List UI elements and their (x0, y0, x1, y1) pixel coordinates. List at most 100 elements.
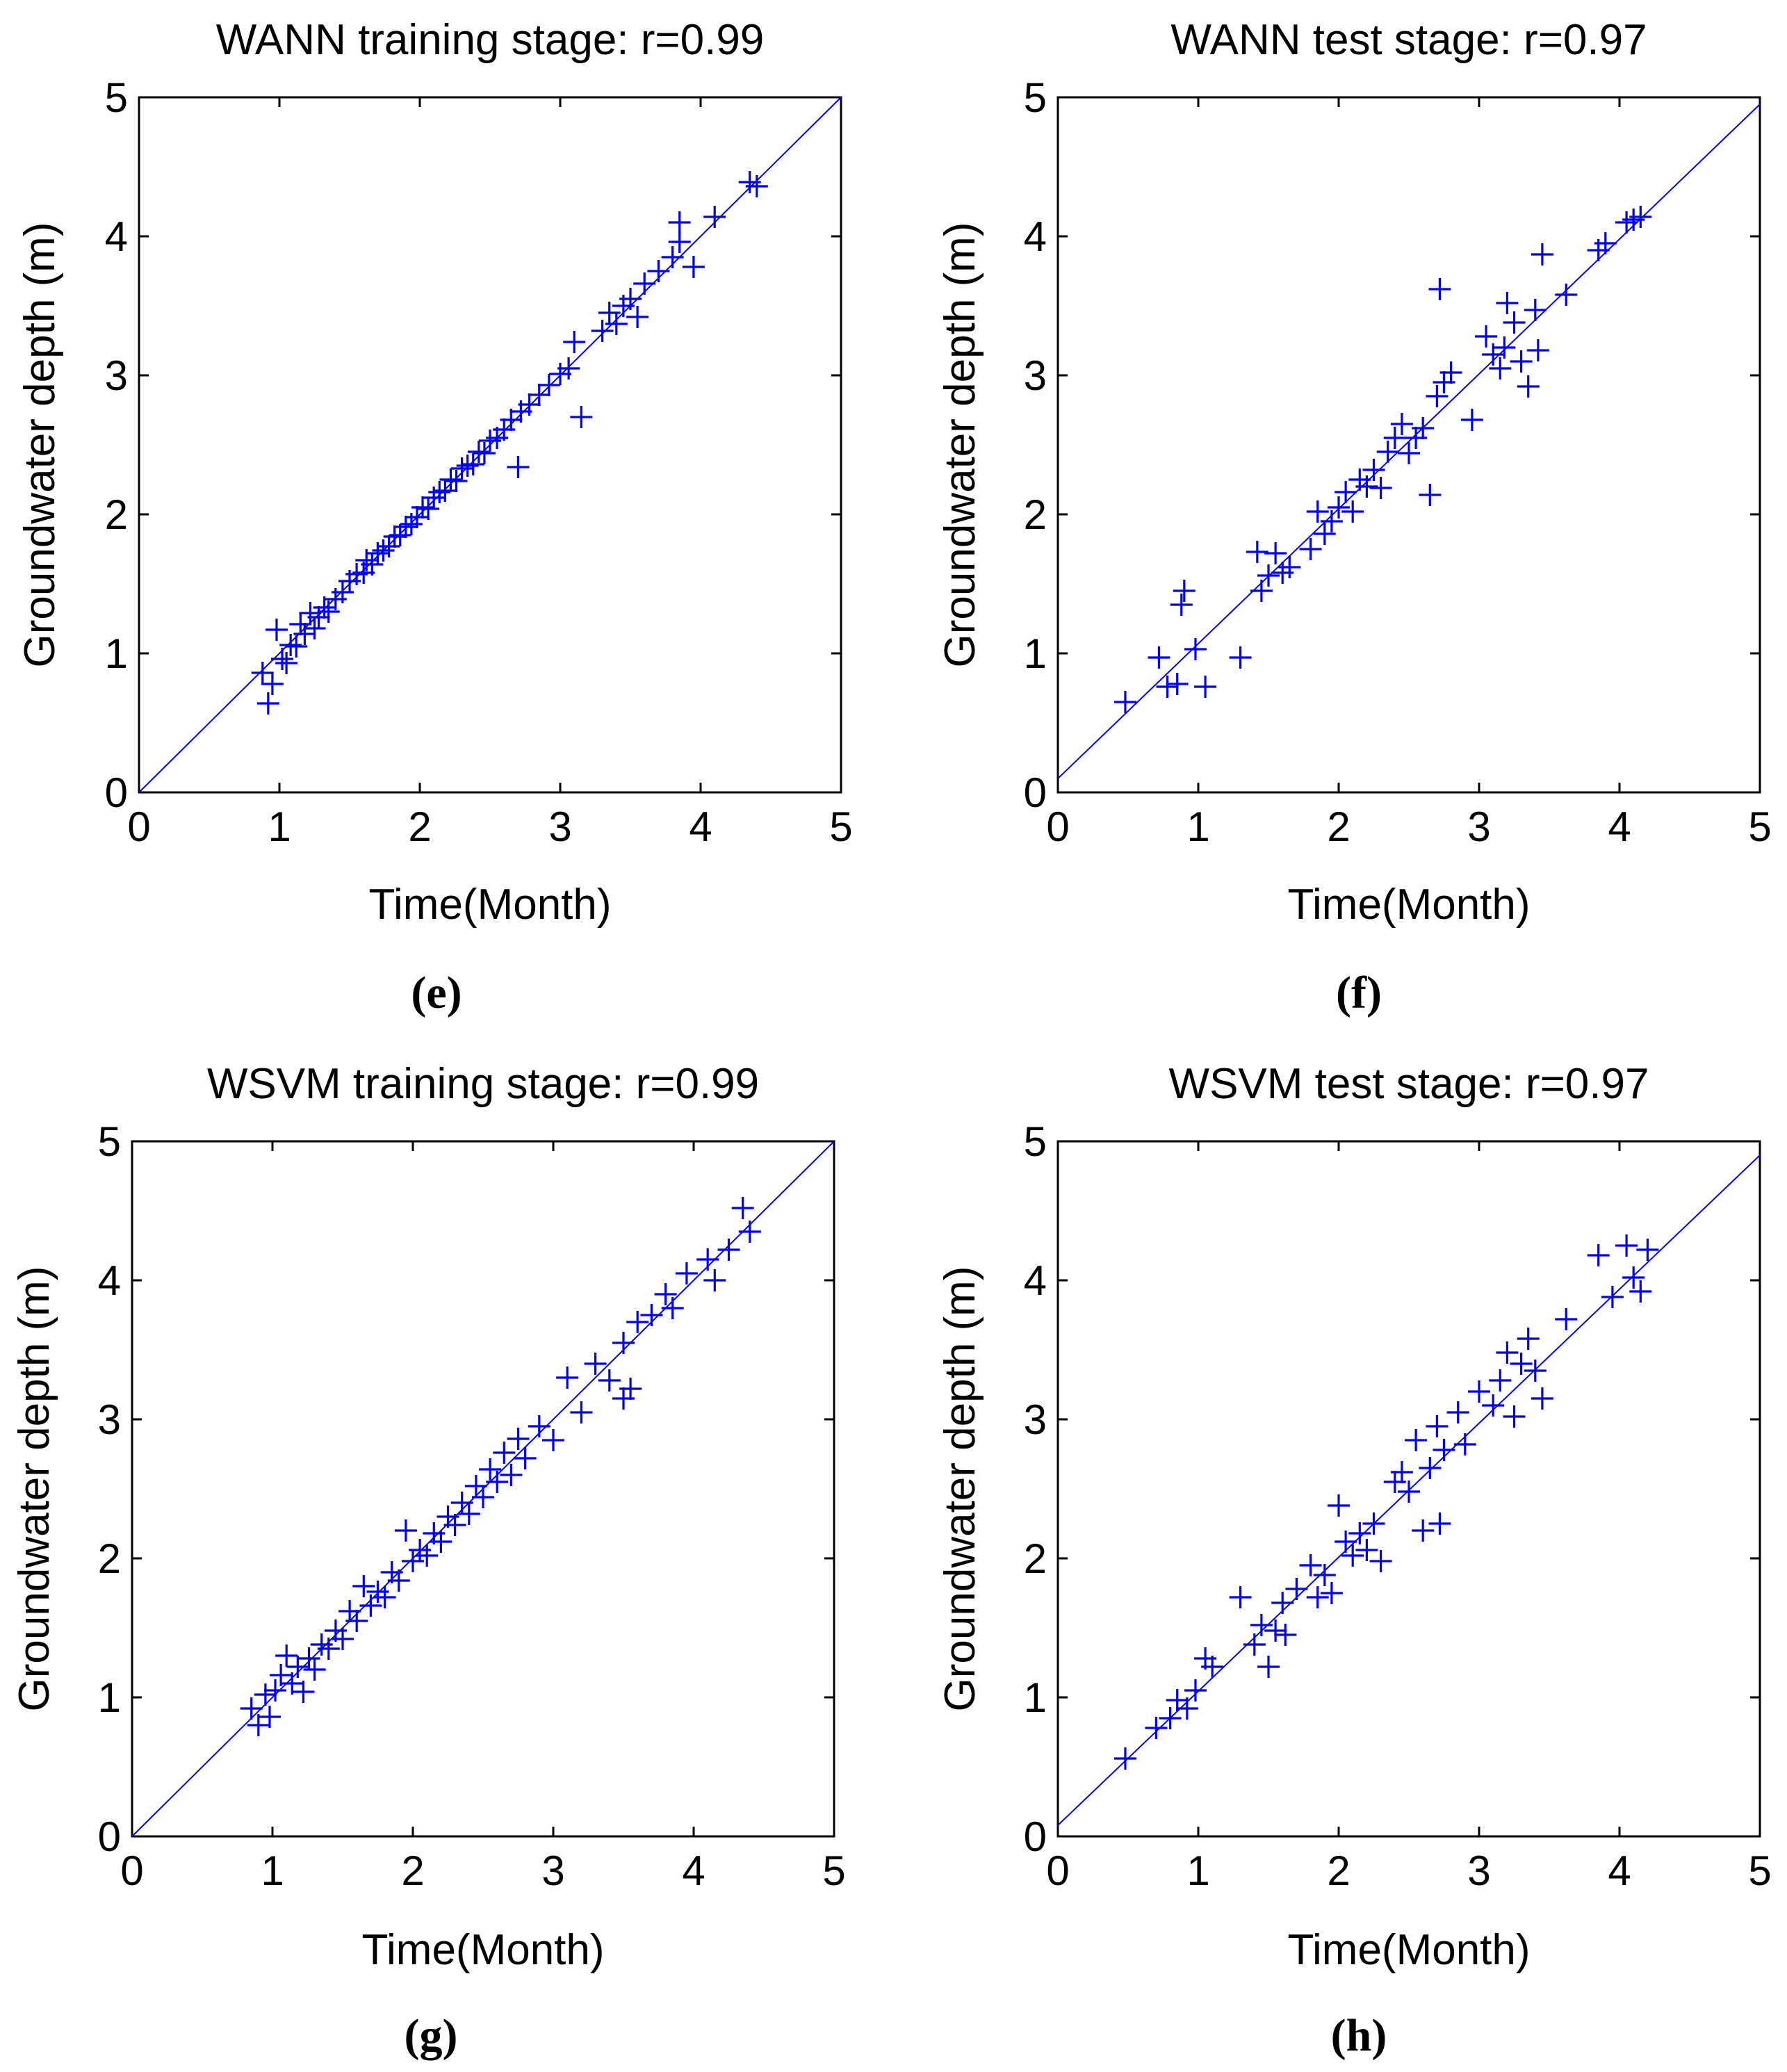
data-point (570, 1401, 593, 1424)
x-tick-labels: 0 1 2 3 4 5 (1046, 803, 1771, 850)
data-point (1493, 336, 1516, 359)
data-point (317, 1638, 340, 1660)
data-point (1341, 1544, 1364, 1567)
data-point (1526, 339, 1549, 361)
data-point (703, 1269, 726, 1291)
data-point (1376, 441, 1399, 463)
data-point (473, 442, 496, 464)
chart-title: WANN training stage: r=0.99 (216, 16, 765, 64)
data-point (528, 1415, 550, 1437)
y-tick-label: 5 (1024, 74, 1047, 121)
data-point (633, 272, 656, 295)
data-point (1170, 594, 1193, 616)
data-point (1299, 1554, 1322, 1576)
data-point (542, 1429, 564, 1451)
y-tick-label: 2 (1024, 1535, 1047, 1582)
panel-e: WANN training stage: r=0.99 0 1 2 3 4 5 0 1 2 3 4… (16, 16, 853, 1018)
y-axis-label: Groundwater depth (m) (936, 1266, 984, 1712)
chart-title: WANN test stage: r=0.97 (1170, 16, 1647, 64)
data-point (1475, 325, 1498, 348)
data-point (1320, 510, 1343, 532)
data-point (696, 1248, 719, 1271)
panel-label: (e) (411, 968, 462, 1018)
data-point (1496, 1341, 1519, 1364)
x-tick-label: 2 (1327, 1847, 1350, 1894)
data-point (423, 487, 446, 509)
data-point (570, 406, 593, 428)
data-point (1383, 427, 1406, 449)
data-point (1398, 1480, 1420, 1503)
x-tick-label: 5 (829, 803, 852, 850)
data-point (1156, 676, 1179, 698)
data-point (303, 1658, 326, 1681)
data-point (286, 1656, 309, 1678)
y-tick-label: 0 (1024, 769, 1047, 816)
data-point (443, 1514, 466, 1536)
x-tick-label: 2 (1327, 803, 1350, 850)
data-point (275, 1645, 298, 1667)
data-point (1299, 538, 1322, 560)
data-point (472, 1486, 494, 1508)
data-point (1201, 1656, 1224, 1678)
data-point (1489, 1369, 1512, 1392)
x-tick-label: 0 (1046, 803, 1069, 850)
data-point (1246, 541, 1268, 563)
data-point (467, 441, 490, 463)
data-point (430, 1531, 452, 1553)
data-point (1184, 1679, 1207, 1702)
data-point (1278, 556, 1301, 578)
data-point (1313, 523, 1336, 545)
data-point (518, 393, 541, 416)
x-tick-label: 2 (401, 1847, 424, 1894)
data-point (1148, 646, 1170, 669)
data-point (626, 1311, 649, 1333)
data-point (1446, 1401, 1469, 1424)
data-point (1524, 299, 1547, 321)
data-point (1531, 243, 1553, 266)
data-point (1412, 417, 1435, 439)
y-axis-label: Groundwater depth (m) (16, 222, 64, 668)
data-point (500, 1464, 523, 1486)
y-axis-label: Groundwater depth (m) (10, 1266, 58, 1712)
data-point (1274, 1624, 1297, 1646)
x-tick-label: 0 (1046, 1847, 1069, 1894)
x-tick-label: 1 (268, 803, 291, 850)
data-point (394, 516, 417, 538)
data-point (450, 457, 473, 480)
y-tick-label: 1 (1024, 1674, 1047, 1721)
x-tick-labels: 0 1 2 3 4 5 (127, 803, 852, 850)
data-point (1439, 361, 1462, 384)
data-point (661, 1297, 684, 1319)
x-axis-label: Time(Month) (1287, 1926, 1530, 1974)
x-tick-label: 5 (822, 1847, 845, 1894)
data-markers (251, 171, 768, 715)
data-point (373, 1586, 396, 1608)
data-point (1517, 1328, 1540, 1350)
data-point (1175, 1697, 1198, 1720)
data-point (462, 453, 484, 475)
data-markers (240, 1197, 761, 1736)
data-point (1426, 385, 1449, 407)
data-point (1328, 496, 1350, 519)
y-tick-label: 5 (105, 74, 128, 121)
x-tick-label: 4 (1608, 803, 1631, 850)
data-point (366, 542, 389, 564)
data-point (264, 1679, 287, 1702)
x-tick-label: 4 (689, 803, 712, 850)
data-point (345, 1610, 368, 1632)
data-point (293, 623, 316, 645)
data-markers (1113, 1234, 1659, 1770)
panel-f: WANN test stage: r=0.97 0 1 2 3 4 5 0 1 2 3 4 5 Ti… (936, 16, 1772, 1018)
data-point (1306, 500, 1329, 523)
data-point (1335, 481, 1357, 503)
data-point (1531, 1387, 1553, 1410)
data-point (1173, 580, 1196, 602)
y-tick-label: 4 (1024, 213, 1047, 260)
data-point (1166, 673, 1189, 695)
data-point (275, 652, 298, 674)
data-point (240, 1697, 263, 1720)
data-point (456, 455, 479, 477)
data-point (405, 506, 428, 528)
data-point (1194, 676, 1217, 698)
data-point (668, 211, 691, 234)
